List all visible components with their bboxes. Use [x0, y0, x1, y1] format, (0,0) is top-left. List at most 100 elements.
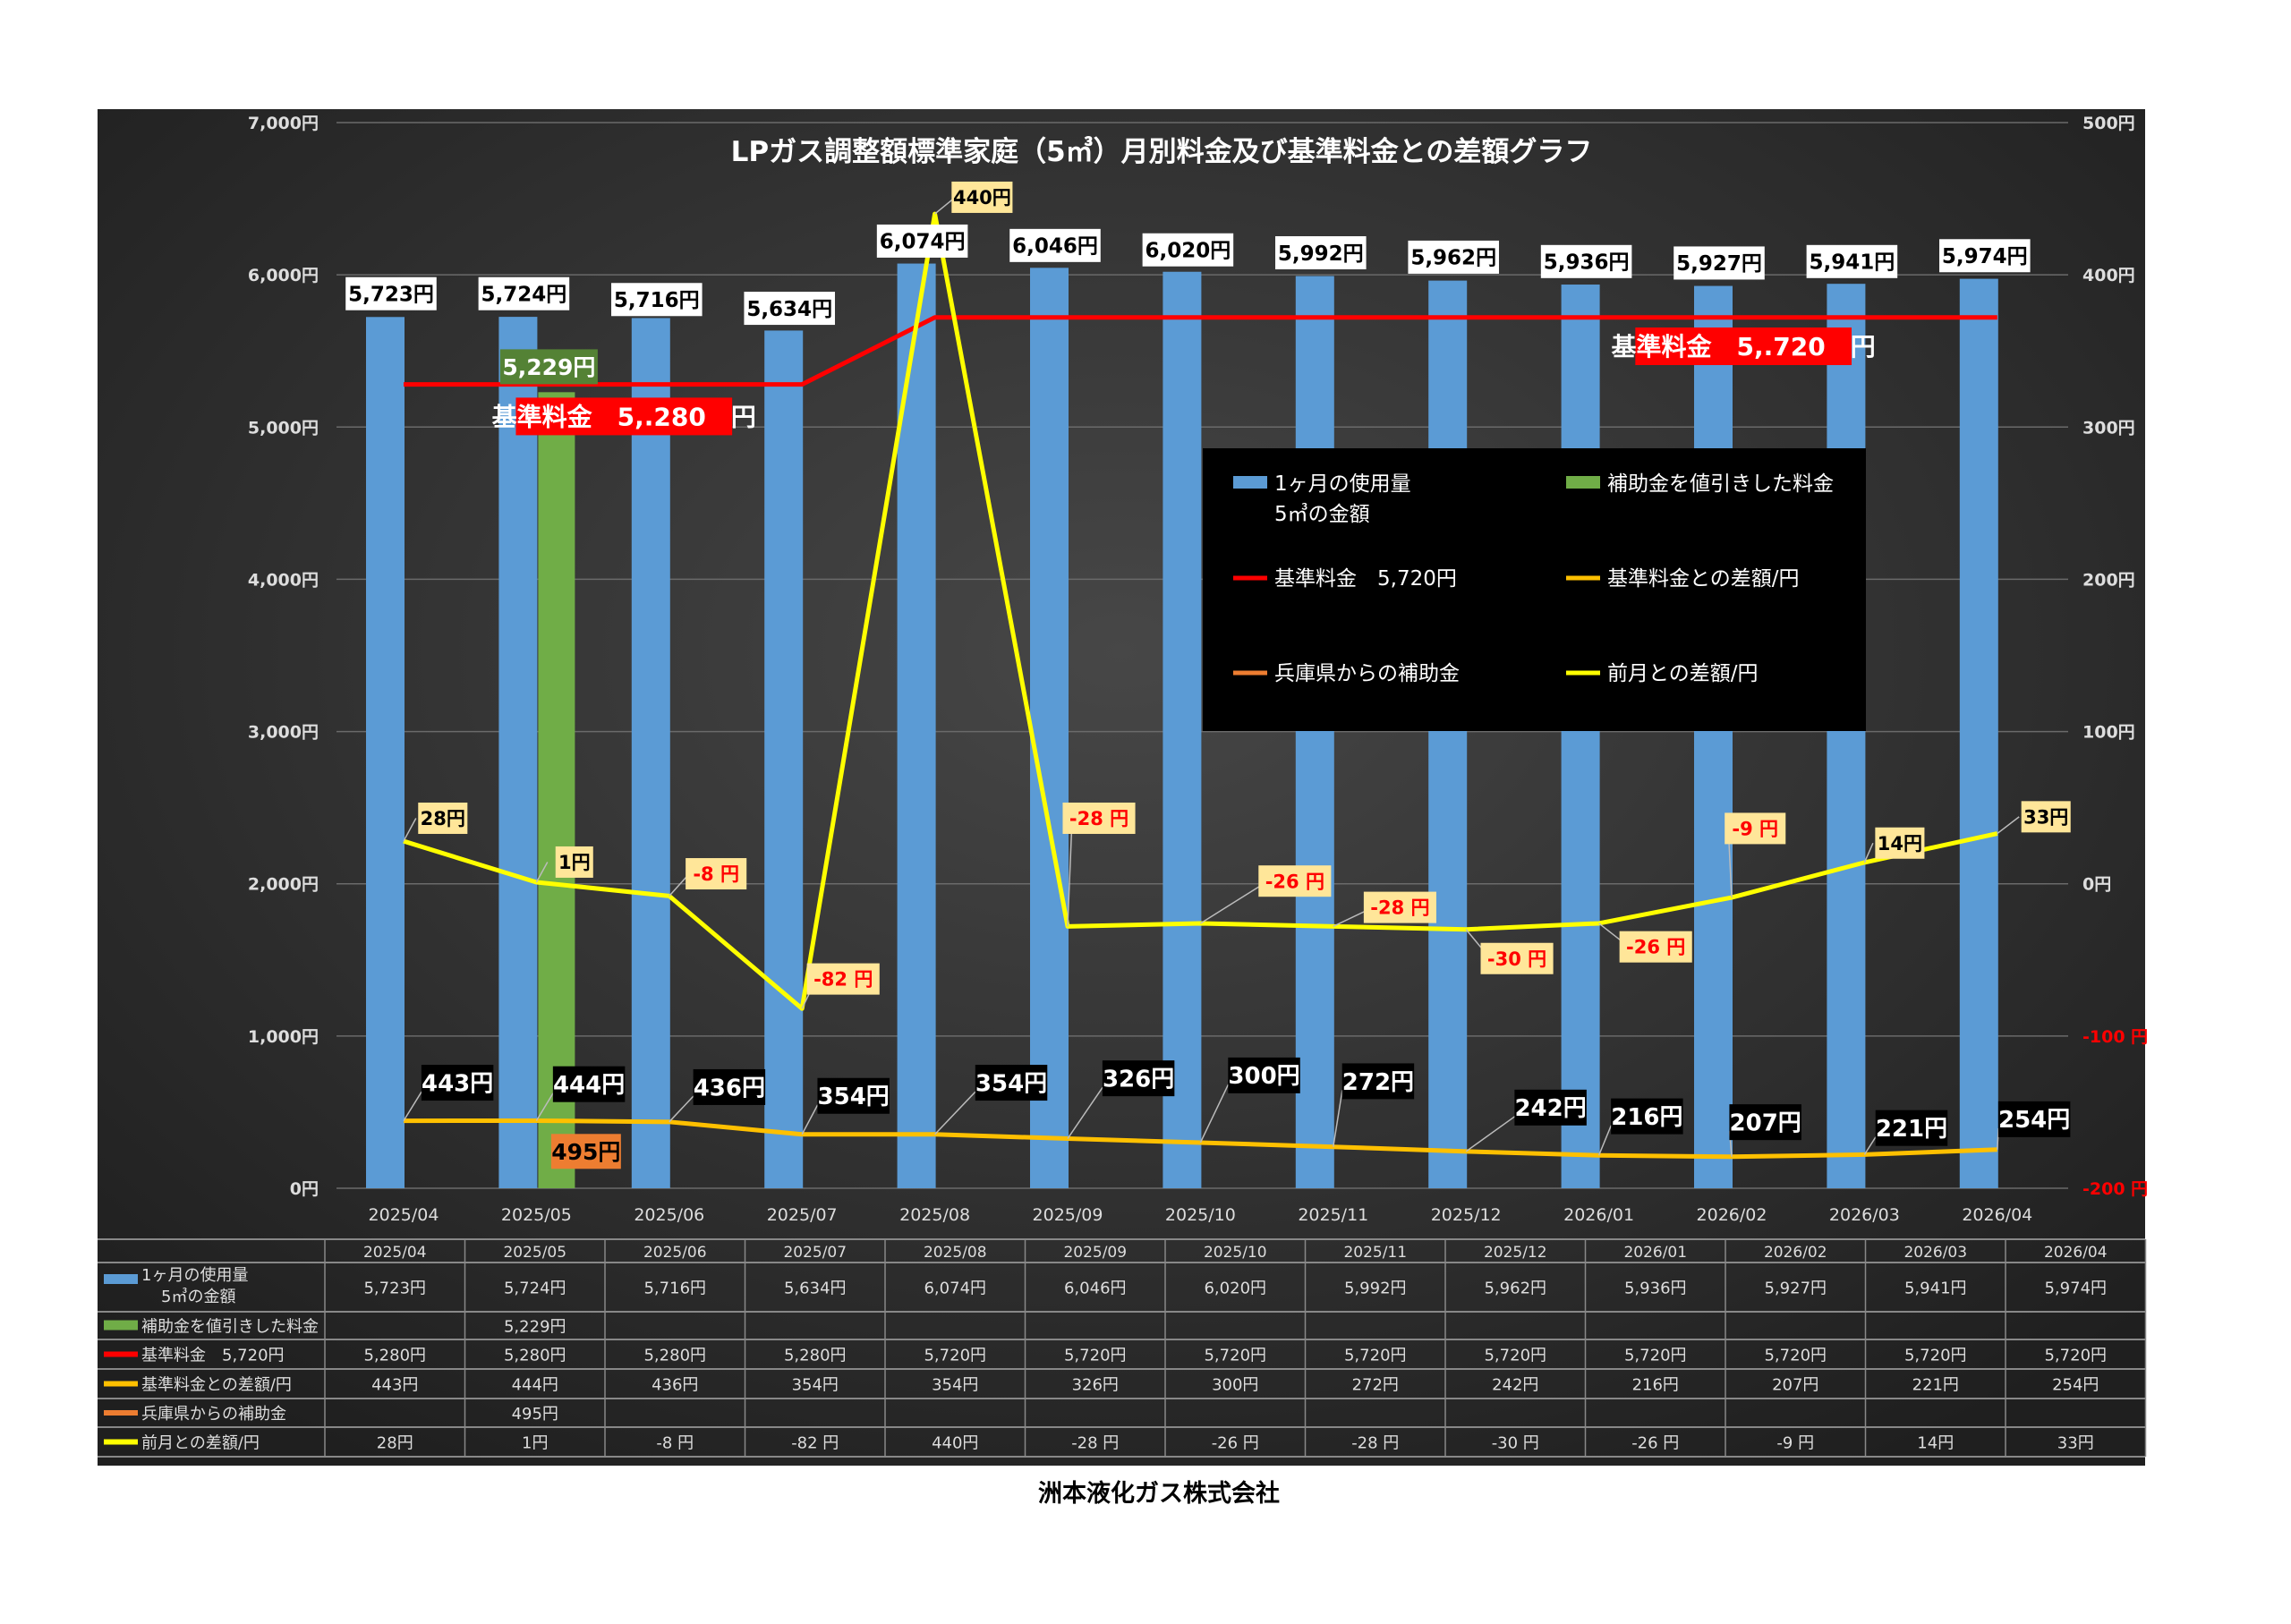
bar-usage-data-label: 5,723円: [345, 276, 437, 310]
diff-from-base-data-label: 436円: [669, 1068, 766, 1123]
table-cell: 440円: [932, 1434, 978, 1453]
diff-from-base-data-label: 242円: [1465, 1089, 1587, 1152]
bar-usage-data-label: 6,074円: [876, 224, 968, 258]
diff-from-prev-data-label: 14円: [1863, 827, 1925, 863]
bar-usage: [897, 263, 936, 1189]
bar-usage: [1561, 285, 1600, 1189]
table-row-label: 基準料金 5,720円: [141, 1347, 285, 1365]
diff-from-prev-data-label: -26 円: [1200, 865, 1332, 924]
label-text: 6,020円: [1146, 240, 1231, 263]
diff-from-prev-data-label: -28 円: [1333, 891, 1436, 928]
bar-usage: [1163, 271, 1202, 1188]
table-header-cell: 2025/11: [1343, 1244, 1407, 1262]
diff-from-base-data-label: 354円: [934, 1065, 1048, 1135]
label-text: 1円: [558, 852, 591, 873]
table-row-label: 兵庫県からの補助金: [141, 1405, 286, 1424]
label-text: 5,992円: [1278, 242, 1364, 266]
table-cell: -26 円: [1212, 1434, 1259, 1453]
bar-usage: [498, 317, 538, 1188]
label-text: 300円: [1228, 1063, 1299, 1090]
label-box: [345, 276, 437, 310]
label-box: [1142, 233, 1234, 267]
bar-usage-data-label: 5,724円: [478, 276, 570, 310]
leader-line: [535, 1093, 554, 1121]
label-text: 443円: [422, 1070, 493, 1097]
leader-line: [669, 1095, 694, 1123]
leader-line: [1997, 816, 2020, 835]
table-header-cell: 2025/10: [1204, 1244, 1267, 1262]
label-text: 5,716円: [614, 289, 700, 312]
diff-from-base-data-label: 216円: [1597, 1098, 1683, 1156]
table-row-label: 前月との差額/円: [141, 1434, 260, 1453]
label-box: [1341, 1063, 1415, 1100]
table-cell: 254円: [2052, 1376, 2099, 1395]
diff-from-prev-data-label: 28円: [403, 802, 468, 842]
label-box: [1540, 244, 1632, 278]
diff-from-base-data-label: 221円: [1863, 1110, 1948, 1155]
table-cell: 5,974円: [2044, 1280, 2107, 1298]
label-box: [1228, 1057, 1300, 1093]
table-cell: 495円: [512, 1405, 558, 1424]
label-text: -28 円: [1370, 897, 1429, 919]
diff-from-prev-data-label: -28 円: [1062, 802, 1136, 927]
table-row-label: 基準料金との差額/円: [141, 1376, 292, 1395]
label-box: [1875, 1110, 1948, 1146]
table-header-cell: 2025/09: [1063, 1244, 1127, 1262]
label-text: 5,229円: [502, 354, 595, 380]
label-text: 5,936円: [1544, 251, 1630, 275]
x-tick-label: 2025/08: [899, 1205, 970, 1225]
x-tick-label: 2025/07: [767, 1205, 838, 1225]
bar-subsidized-data-label: 5,229円: [499, 349, 598, 385]
x-tick-label: 2025/05: [501, 1205, 572, 1225]
diff-from-prev-data-label: -30 円: [1465, 929, 1554, 974]
leader-line: [1199, 1084, 1230, 1144]
label-box: [1635, 327, 1852, 366]
label-text: 5,962円: [1410, 247, 1496, 270]
y-left-tick-label: 7,000円: [248, 114, 319, 133]
label-text: 440円: [953, 187, 1011, 208]
table-cell: 354円: [792, 1376, 839, 1395]
bar-usage-data-label: 6,046円: [1009, 228, 1101, 262]
bar-subsidized: [538, 392, 575, 1188]
label-text: 33円: [2023, 806, 2068, 828]
table-cell: 5,927円: [1764, 1280, 1827, 1298]
leader-line: [403, 1091, 422, 1122]
label-box: [1009, 228, 1101, 262]
bar-usage-data-label: 5,634円: [744, 292, 835, 326]
legend-label: 補助金を値引きした料金: [1607, 472, 1834, 496]
table-cell: 436円: [652, 1376, 698, 1395]
diff-from-prev-data-label: 33円: [1997, 801, 2071, 835]
table-cell: 5,720円: [1344, 1347, 1407, 1365]
x-tick-label: 2026/04: [1962, 1205, 2032, 1225]
y-right-tick-label: 300円: [2082, 418, 2135, 438]
y-right-tick-label: 200円: [2082, 570, 2135, 590]
label-box: [550, 1134, 621, 1169]
table-row-label: 5㎥の金額: [161, 1288, 235, 1306]
table-cell: -28 円: [1351, 1434, 1399, 1453]
table-cell: 5,936円: [1624, 1280, 1687, 1298]
base-fee-annotation: 基準料金 5,.280 円: [492, 397, 756, 436]
table-cell: 6,046円: [1064, 1280, 1127, 1298]
label-box: [1275, 236, 1367, 270]
table-row-label: 1ヶ月の使用量: [141, 1266, 248, 1285]
bar-usage-data-label: 5,974円: [1939, 239, 2031, 273]
label-box: [1729, 1104, 1801, 1141]
table-header-cell: 2025/05: [503, 1244, 566, 1262]
leader-line: [1597, 1125, 1613, 1156]
table-cell: 242円: [1492, 1376, 1538, 1395]
label-box: [611, 283, 703, 317]
label-box: [421, 1065, 494, 1101]
diff-from-base-data-label: 272円: [1333, 1063, 1415, 1147]
table-cell: -82 円: [791, 1434, 839, 1453]
y-right-tick-label: -100 円: [2082, 1027, 2148, 1047]
bar-usage: [1959, 278, 1998, 1189]
label-box: [686, 858, 747, 890]
diff-from-base-data-label: 254円: [1997, 1101, 2071, 1150]
label-box: [1997, 1101, 2071, 1137]
label-text: 28円: [421, 808, 465, 829]
x-tick-label: 2025/10: [1165, 1205, 1236, 1225]
leader-line: [1863, 1136, 1877, 1155]
label-text: 5,941円: [1810, 251, 1895, 275]
table-cell: 5,962円: [1484, 1280, 1546, 1298]
